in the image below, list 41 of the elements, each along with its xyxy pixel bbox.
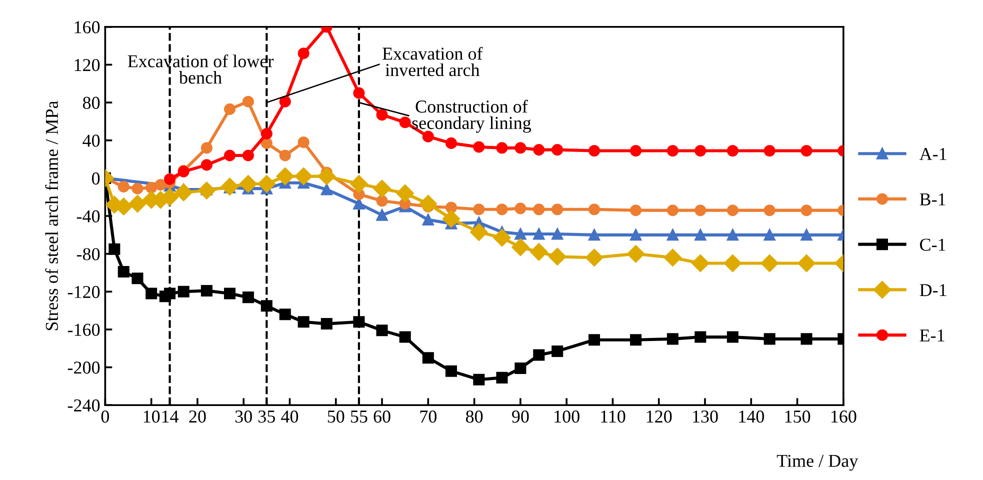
y-tick-label: -240 <box>68 399 100 412</box>
annotation: Construction of secondary lining <box>412 100 532 133</box>
x-tick-label: 90 <box>512 410 529 423</box>
y-tick-label: 0 <box>92 172 100 185</box>
legend-label: B-1 <box>920 193 946 206</box>
y-tick-label: 120 <box>74 58 100 72</box>
legend-label: C-1 <box>920 238 946 251</box>
x-tick-label: 110 <box>601 410 626 423</box>
x-tick-label: 140 <box>739 410 764 423</box>
x-tick-label: 40 <box>281 410 298 423</box>
y-tick-label: -160 <box>68 324 100 336</box>
x-tick-label: 130 <box>693 410 718 423</box>
y-tick-label: 160 <box>74 21 100 34</box>
x-tick-label: 60 <box>374 410 390 423</box>
annotation: Excavation of lower bench <box>128 54 274 84</box>
y-tick-label: -80 <box>76 248 100 260</box>
x-tick-label: 80 <box>466 410 483 423</box>
x-tick-label: 55 <box>350 410 368 423</box>
x-tick-label: 0 <box>101 410 110 423</box>
legend-label: A-1 <box>919 148 946 160</box>
x-axis-title: Time / Day <box>776 454 858 471</box>
y-tick-label: -40 <box>76 210 100 222</box>
x-tick-label: 14 <box>162 410 179 423</box>
y-tick-label: 40 <box>82 134 100 147</box>
x-tick-label: 20 <box>189 410 206 423</box>
y-tick-label: -120 <box>68 286 100 298</box>
x-tick-label: 100 <box>554 410 580 423</box>
y-axis-title: Stress of steel arch frame / MPa <box>45 100 58 330</box>
x-tick-label: 30 <box>235 410 252 423</box>
x-tick-label: 35 <box>258 410 275 423</box>
y-tick-label: -200 <box>68 362 100 374</box>
legend-label: D-1 <box>920 284 946 296</box>
legend-label: E-1 <box>920 329 944 342</box>
x-tick-label: 150 <box>785 410 810 423</box>
x-tick-label: 10 <box>144 410 160 423</box>
y-tick-label: 80 <box>82 96 100 109</box>
annotation: Excavation of inverted arch <box>382 46 483 76</box>
x-tick-label: 70 <box>420 410 436 423</box>
x-tick-label: 120 <box>646 410 672 423</box>
x-tick-label: 50 <box>328 410 344 423</box>
x-tick-label: 160 <box>831 410 856 423</box>
